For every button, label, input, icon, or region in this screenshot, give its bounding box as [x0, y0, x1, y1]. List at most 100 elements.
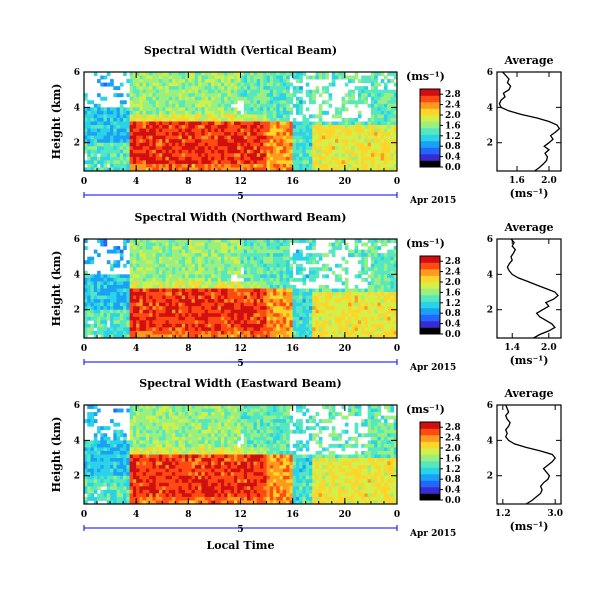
heatmap-cell — [93, 330, 98, 335]
heatmap-cell — [84, 125, 88, 129]
heatmap-cell — [90, 149, 95, 154]
heatmap-cell — [168, 132, 173, 137]
heatmap-cell — [380, 114, 385, 119]
heatmap-cell — [155, 306, 160, 311]
heatmap-cell — [139, 302, 144, 307]
heatmap-cell — [116, 316, 121, 321]
heatmap-cell — [168, 334, 173, 339]
heatmap-cell — [370, 253, 375, 258]
heatmap-cell — [344, 277, 349, 282]
heatmap-cell — [273, 82, 277, 87]
heatmap-cell — [181, 299, 186, 304]
heatmap-cell — [84, 284, 88, 289]
heatmap-cell — [331, 128, 336, 133]
heatmap-cell — [152, 86, 157, 91]
heatmap-cell — [273, 327, 277, 332]
heatmap-cell — [253, 107, 258, 112]
heatmap-cell — [318, 302, 323, 307]
heatmap-cell — [158, 93, 163, 98]
heatmap-cell — [260, 260, 264, 265]
heatmap-cell — [266, 72, 271, 76]
heatmap-cell — [93, 277, 98, 282]
heatmap-cell — [348, 163, 352, 168]
heatmap-cell — [139, 132, 144, 137]
heatmap-cell — [214, 327, 219, 332]
heatmap-cell — [286, 96, 290, 101]
heatmap-cell — [145, 146, 150, 151]
heatmap-cell — [194, 125, 199, 129]
heatmap-cell — [390, 96, 395, 101]
heatmap-cell — [279, 100, 284, 105]
heatmap-cell — [273, 260, 277, 265]
heatmap-cell — [286, 313, 290, 318]
heatmap-cell — [338, 323, 342, 328]
heatmap-cell — [247, 327, 251, 332]
heatmap-cell — [322, 316, 326, 321]
heatmap-cell — [106, 82, 111, 87]
heatmap-cell — [119, 167, 124, 172]
heatmap-cell — [116, 277, 121, 282]
heatmap-cell — [168, 309, 173, 314]
heatmap-cell — [260, 292, 264, 296]
heatmap-cell — [308, 320, 313, 325]
heatmap-cell — [276, 292, 281, 296]
heatmap-cell — [383, 103, 388, 108]
heatmap-cell — [295, 96, 300, 101]
heatmap-cell — [276, 256, 281, 261]
heatmap-cell — [344, 156, 349, 161]
heatmap-cell — [149, 302, 153, 307]
heatmap-cell — [142, 260, 147, 265]
heatmap-cell — [211, 114, 215, 119]
heatmap-cell — [230, 330, 235, 335]
heatmap-cell — [220, 246, 225, 251]
heatmap-cell — [383, 100, 388, 105]
heatmap-cell — [87, 468, 91, 473]
heatmap-cell — [139, 330, 144, 335]
heatmap-cell — [93, 121, 98, 126]
heatmap-cell — [364, 121, 369, 126]
heatmap-cell — [198, 299, 202, 304]
heatmap-cell — [247, 267, 251, 272]
heatmap-cell — [113, 327, 117, 332]
heatmap-cell — [175, 253, 179, 258]
heatmap-cell — [145, 163, 150, 168]
heatmap-cell — [119, 277, 124, 282]
heatmap-cell — [207, 156, 212, 161]
heatmap-cell — [240, 132, 245, 137]
colorbar-segment — [420, 160, 440, 168]
heatmap-cell — [305, 299, 310, 304]
heatmap-cell — [97, 132, 101, 137]
heatmap-cell — [181, 309, 186, 314]
heatmap-cell — [286, 320, 290, 325]
heatmap-cell — [214, 253, 219, 258]
heatmap-cell — [224, 306, 228, 311]
colorbar-unit: (ms⁻¹) — [406, 70, 445, 83]
heatmap-cell — [129, 117, 134, 122]
heatmap-cell — [191, 110, 196, 115]
heatmap-cell — [364, 263, 369, 268]
heatmap-cell — [162, 117, 166, 122]
heatmap-cell — [214, 267, 219, 272]
heatmap-cell — [344, 327, 349, 332]
heatmap-cell — [370, 270, 375, 275]
heatmap-cell — [201, 242, 206, 247]
heatmap-cell — [214, 132, 219, 137]
heatmap-cell — [374, 260, 378, 265]
heatmap-cell — [149, 146, 153, 151]
heatmap-cell — [155, 75, 160, 80]
heatmap-cell — [250, 302, 254, 307]
heatmap-cell — [214, 256, 219, 261]
heatmap-cell — [155, 313, 160, 318]
heatmap-cell — [185, 267, 189, 272]
heatmap-cell — [260, 100, 264, 105]
heatmap-cell — [325, 263, 329, 268]
heatmap-cell — [136, 103, 140, 108]
heatmap-cell — [106, 135, 111, 140]
heatmap-cell — [247, 167, 251, 172]
heatmap-cell — [361, 121, 365, 126]
heatmap-cell — [204, 110, 209, 115]
heatmap-cell — [331, 72, 336, 76]
heatmap-cell — [338, 156, 342, 161]
heatmap-cell — [374, 79, 378, 84]
heatmap-cell — [393, 320, 398, 325]
